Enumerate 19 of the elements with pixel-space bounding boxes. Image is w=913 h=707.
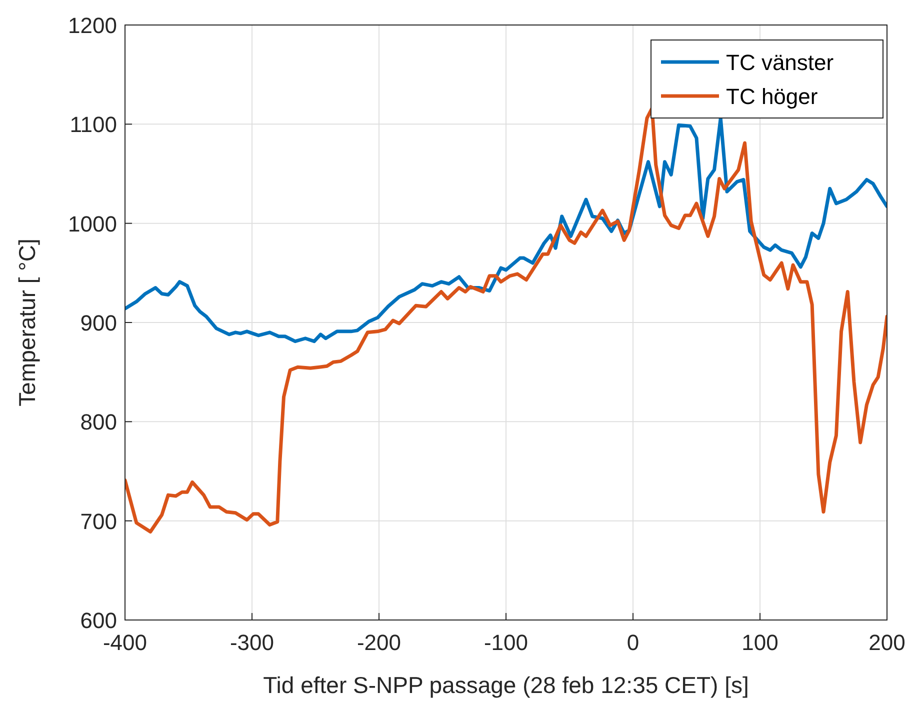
legend-label: TC vänster [726, 50, 834, 75]
y-tick-label: 1000 [68, 211, 117, 236]
y-tick-label: 700 [80, 508, 117, 534]
x-tick-label: 100 [742, 630, 778, 655]
x-tick-label: 200 [868, 630, 906, 655]
y-tick-label: 1100 [70, 112, 117, 138]
x-tick-label: -100 [484, 630, 528, 655]
y-tick-label: 1200 [68, 13, 117, 38]
x-tick-label: -200 [356, 630, 402, 655]
y-tick-label: 900 [80, 310, 117, 336]
x-tick-label: 0 [626, 630, 640, 655]
y-axis-title: Temperatur [ °C] [14, 238, 40, 406]
x-tick-label: -400 [102, 630, 148, 655]
y-tick-label: 800 [80, 410, 117, 435]
x-tick-label: -300 [230, 630, 274, 655]
y-tick-label: 600 [80, 608, 117, 633]
line-series [125, 116, 887, 344]
x-axis-title: Tid efter S-NPP passage (28 feb 12:35 CET) [s] [263, 672, 749, 698]
legend-label: TC höger [726, 84, 818, 109]
